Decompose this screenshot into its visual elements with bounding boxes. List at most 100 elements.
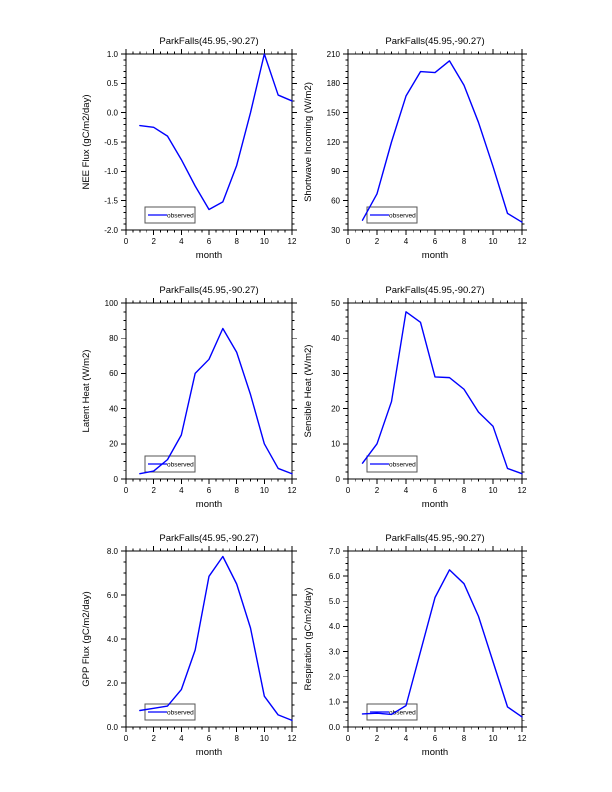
y-tick-label: 40 [331, 334, 340, 343]
legend-box [366, 206, 418, 224]
y-tick-label: 100 [105, 299, 119, 308]
x-tick-label: 12 [518, 734, 527, 743]
y-tick-label: -1.5 [104, 196, 118, 205]
x-tick-label: 0 [124, 237, 129, 246]
x-tick-label: 0 [346, 486, 351, 495]
x-tick-label: 2 [151, 237, 156, 246]
chart-respiration: 0 2 4 6 8 10 12 7.0 6.0 5.0 4.0 3.0 2.0 1.0 0.0 ParkFal… [303, 533, 527, 758]
axis-ticks [343, 49, 527, 235]
y-axis-label: Latent Heat (W/m2) [81, 350, 92, 433]
x-tick-label: 8 [462, 237, 467, 246]
x-tick-label: 0 [346, 734, 351, 743]
y-tick-label: 120 [327, 138, 341, 147]
y-tick-label: 20 [109, 440, 118, 449]
x-axis-label: month [422, 747, 448, 758]
plot-frame [125, 302, 293, 480]
x-tick-label: 8 [462, 486, 467, 495]
x-tick-label: 6 [433, 237, 438, 246]
axis-ticks [121, 546, 297, 732]
series-line-observed [361, 569, 523, 718]
chart-latent-heat: 0 2 4 6 8 10 12 100 80 60 40 20 0 ParkFalls(45.95,-90… [81, 285, 297, 510]
x-tick-label: 2 [375, 237, 380, 246]
y-axis-label: Respiration (gC/m2/day) [303, 588, 314, 691]
chart-title: ParkFalls(45.95,-90.27) [385, 533, 484, 544]
legend-label: observed [167, 212, 194, 219]
y-tick-label: 7.0 [329, 547, 341, 556]
x-tick-label: 6 [433, 734, 438, 743]
x-tick-label: 10 [260, 486, 269, 495]
y-tick-label: 40 [109, 404, 118, 413]
y-tick-label: 150 [327, 108, 341, 117]
y-tick-label: 6.0 [107, 591, 119, 600]
chart-title: ParkFalls(45.95,-90.27) [159, 533, 258, 544]
y-tick-label: 4.0 [107, 635, 119, 644]
y-tick-label: 8.0 [107, 547, 119, 556]
x-tick-label: 4 [179, 486, 184, 495]
legend-label: observed [167, 461, 194, 468]
x-tick-label: 6 [433, 486, 438, 495]
y-axis-label: GPP Flux (gC/m2/day) [81, 591, 92, 686]
x-tick-label: 8 [462, 734, 467, 743]
y-tick-label: 0.5 [107, 79, 119, 88]
y-tick-label: 0.0 [107, 723, 119, 732]
x-tick-label: 6 [207, 237, 212, 246]
y-tick-label: -0.5 [104, 138, 118, 147]
x-tick-label: 0 [124, 734, 129, 743]
axis-ticks [343, 546, 527, 732]
y-tick-label: 30 [331, 369, 340, 378]
x-tick-label: 12 [518, 486, 527, 495]
chart-title: ParkFalls(45.95,-90.27) [159, 36, 258, 47]
series-line-observed [139, 53, 293, 211]
y-tick-label: 3.0 [329, 647, 341, 656]
plot-frame [125, 53, 293, 231]
x-tick-label: 0 [346, 237, 351, 246]
chart-sensible-heat: 0 2 4 6 8 10 12 50 40 30 20 10 0 ParkFalls(45.95,-90.… [303, 285, 527, 510]
legend-label: observed [389, 709, 416, 716]
legend: observed [366, 703, 418, 721]
x-tick-label: 2 [151, 486, 156, 495]
x-tick-label: 4 [404, 734, 409, 743]
plot-frame [347, 550, 523, 728]
legend: observed [366, 206, 418, 224]
y-tick-label: 20 [331, 404, 340, 413]
y-tick-label: 210 [327, 50, 341, 59]
series-line-observed [139, 327, 293, 475]
chart-gpp-flux: 0 2 4 6 8 10 12 8.0 6.0 4.0 2.0 0.0 ParkFalls(45.95,… [81, 533, 297, 758]
x-tick-label: 6 [207, 734, 212, 743]
x-axis-label: month [196, 499, 222, 510]
x-tick-label: 12 [288, 734, 297, 743]
y-tick-label: 60 [109, 369, 118, 378]
legend-box [366, 703, 418, 721]
x-tick-label: 0 [124, 486, 129, 495]
x-tick-label: 10 [489, 237, 498, 246]
y-tick-label: -1.0 [104, 167, 118, 176]
x-tick-label: 4 [179, 237, 184, 246]
x-tick-label: 4 [404, 486, 409, 495]
x-tick-label: 4 [404, 237, 409, 246]
x-tick-label: 2 [375, 486, 380, 495]
y-tick-label: 30 [331, 226, 340, 235]
x-tick-label: 2 [375, 734, 380, 743]
y-axis-label: Shortwave Incoming (W/m2) [303, 82, 314, 202]
legend-label: observed [389, 212, 416, 219]
chart-shortwave-incoming: 0 2 4 6 8 10 12 210 180 150 120 90 60 30 ParkFalls(45.… [303, 36, 527, 261]
y-tick-label: 0 [114, 475, 119, 484]
y-tick-label: 90 [331, 167, 340, 176]
series-line-observed [139, 555, 293, 722]
y-axis-label: Sensible Heat (W/m2) [303, 345, 314, 438]
legend-box [144, 206, 196, 224]
legend-box [366, 455, 418, 473]
legend: observed [366, 455, 418, 473]
x-tick-label: 6 [207, 486, 212, 495]
x-tick-label: 8 [234, 237, 239, 246]
x-tick-label: 10 [260, 237, 269, 246]
y-axis-label: NEE Flux (gC/m2/day) [81, 94, 92, 189]
y-tick-label: -2.0 [104, 226, 118, 235]
y-tick-label: 6.0 [329, 572, 341, 581]
x-tick-label: 10 [489, 734, 498, 743]
y-tick-label: 0.0 [107, 108, 119, 117]
y-tick-label: 180 [327, 79, 341, 88]
y-tick-label: 60 [331, 196, 340, 205]
